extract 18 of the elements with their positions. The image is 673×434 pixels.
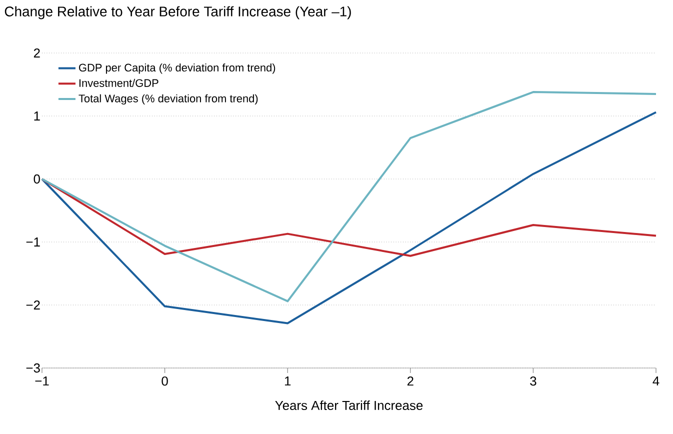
y-tick-label: 2 bbox=[34, 48, 40, 58]
line-series bbox=[41, 111, 658, 324]
legend-label: Total Wages (% deviation from trend) bbox=[78, 94, 258, 105]
chart-title: Change Relative to Year Before Tariff Increase (Year –1) bbox=[4, 6, 351, 20]
line-series bbox=[41, 91, 658, 302]
y-tick-label: 1 bbox=[34, 112, 40, 120]
x-tick-label: 2 bbox=[407, 376, 414, 386]
legend-label: Investment/GDP bbox=[79, 78, 158, 87]
x-tick-label: 3 bbox=[530, 376, 536, 386]
legend-label: GDP per Capita (% deviation from trend) bbox=[79, 63, 276, 74]
x-tick-label: 1 bbox=[284, 376, 291, 386]
y-tick-label: −3 bbox=[26, 363, 40, 373]
y-tick-label: 0 bbox=[34, 174, 40, 184]
x-tick-label: 0 bbox=[162, 376, 168, 386]
y-tick-label: −1 bbox=[26, 238, 40, 246]
x-tick-label: 4 bbox=[652, 376, 660, 386]
x-axis-title: Years After Tariff Increase bbox=[275, 400, 423, 410]
y-tick-label: −2 bbox=[26, 300, 40, 310]
